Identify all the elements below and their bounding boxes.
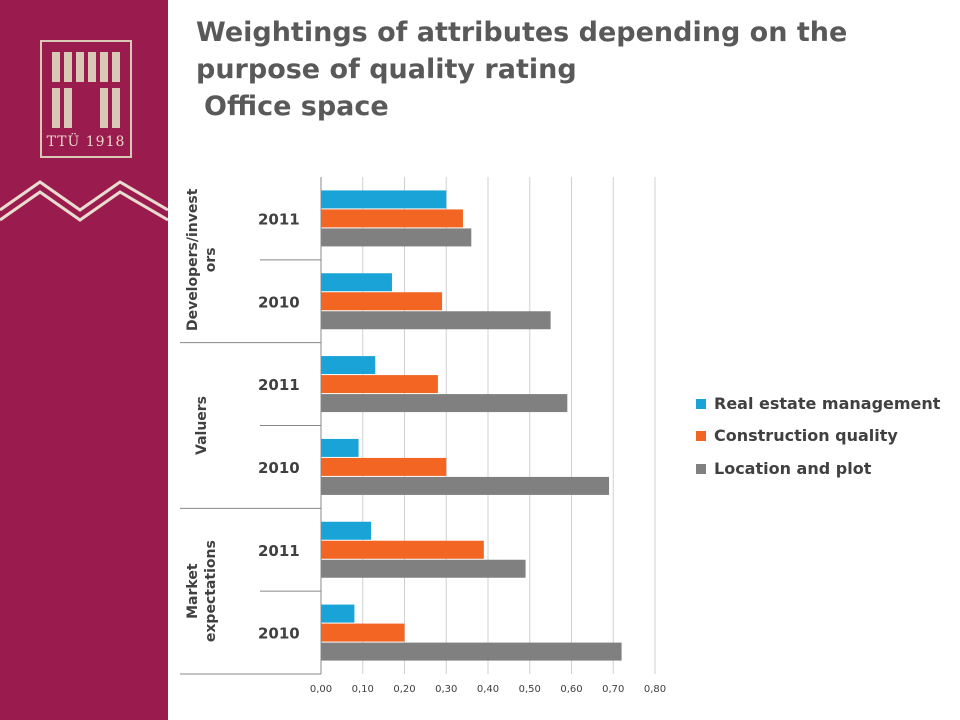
bar [321,642,622,661]
legend-swatch-construction [696,430,706,441]
legend-swatch-real-estate [696,398,706,409]
legend-item-location: Location and plot [696,459,871,478]
logo-emblem-icon [52,52,120,130]
group-label: ors [203,247,219,272]
bar [321,559,526,578]
group-label: Market [185,563,201,619]
year-label: 2010 [258,459,300,477]
year-label: 2011 [258,542,300,560]
slide-title: Weightings of attributes depending on th… [196,14,916,125]
bar [321,476,610,495]
logo-text: TTÜ 1918 [46,134,126,150]
group-label: Valuers [194,396,210,455]
year-label: 2010 [258,625,300,643]
year-label: 2011 [258,210,300,228]
bar [321,457,447,476]
x-tick-label: 0,00 [310,684,332,695]
chart-subtitle: Office space [204,91,389,122]
group-label: expectations [203,540,219,642]
x-tick-label: 0,70 [602,684,624,695]
x-tick-label: 0,30 [435,684,457,695]
bar [321,209,463,228]
group-label: Developers/invest [185,188,201,331]
legend-label-real-estate: Real estate management [714,394,941,413]
x-tick-label: 0,60 [560,684,582,695]
bar [321,273,392,292]
legend-label-location: Location and plot [714,459,872,478]
bar [321,521,372,540]
bar [321,375,438,394]
year-label: 2011 [258,376,300,394]
legend-swatch-location [696,463,706,474]
bar [321,540,484,559]
bar-chart: 0,00 0,10 0,20 0,30 0,40 0,50 0,60 0,70 0,80 2011… [180,177,666,695]
bar [321,438,359,457]
bar [321,292,443,311]
bar [321,623,405,642]
x-tick-label: 0,10 [352,684,374,695]
legend-item-real-estate: Real estate management [696,394,940,413]
bar [321,228,472,247]
legend-label-construction: Construction quality [714,426,898,445]
decorative-zigzag-icon [0,180,168,222]
bar [321,311,551,330]
x-tick-label: 0,40 [477,684,499,695]
x-tick-label: 0,80 [644,684,666,695]
year-label: 2010 [258,293,300,311]
bar [321,604,355,623]
title-line-1: Weightings of attributes depending on th… [196,17,848,48]
bar [321,356,376,375]
bar [321,190,447,209]
title-line-2: purpose of quality rating [196,54,577,85]
sidebar: TTÜ 1918 [0,0,168,720]
bar [321,394,568,413]
x-tick-label: 0,50 [519,684,541,695]
university-logo: TTÜ 1918 [40,40,132,158]
legend-item-construction: Construction quality [696,426,898,445]
x-tick-label: 0,20 [393,684,415,695]
